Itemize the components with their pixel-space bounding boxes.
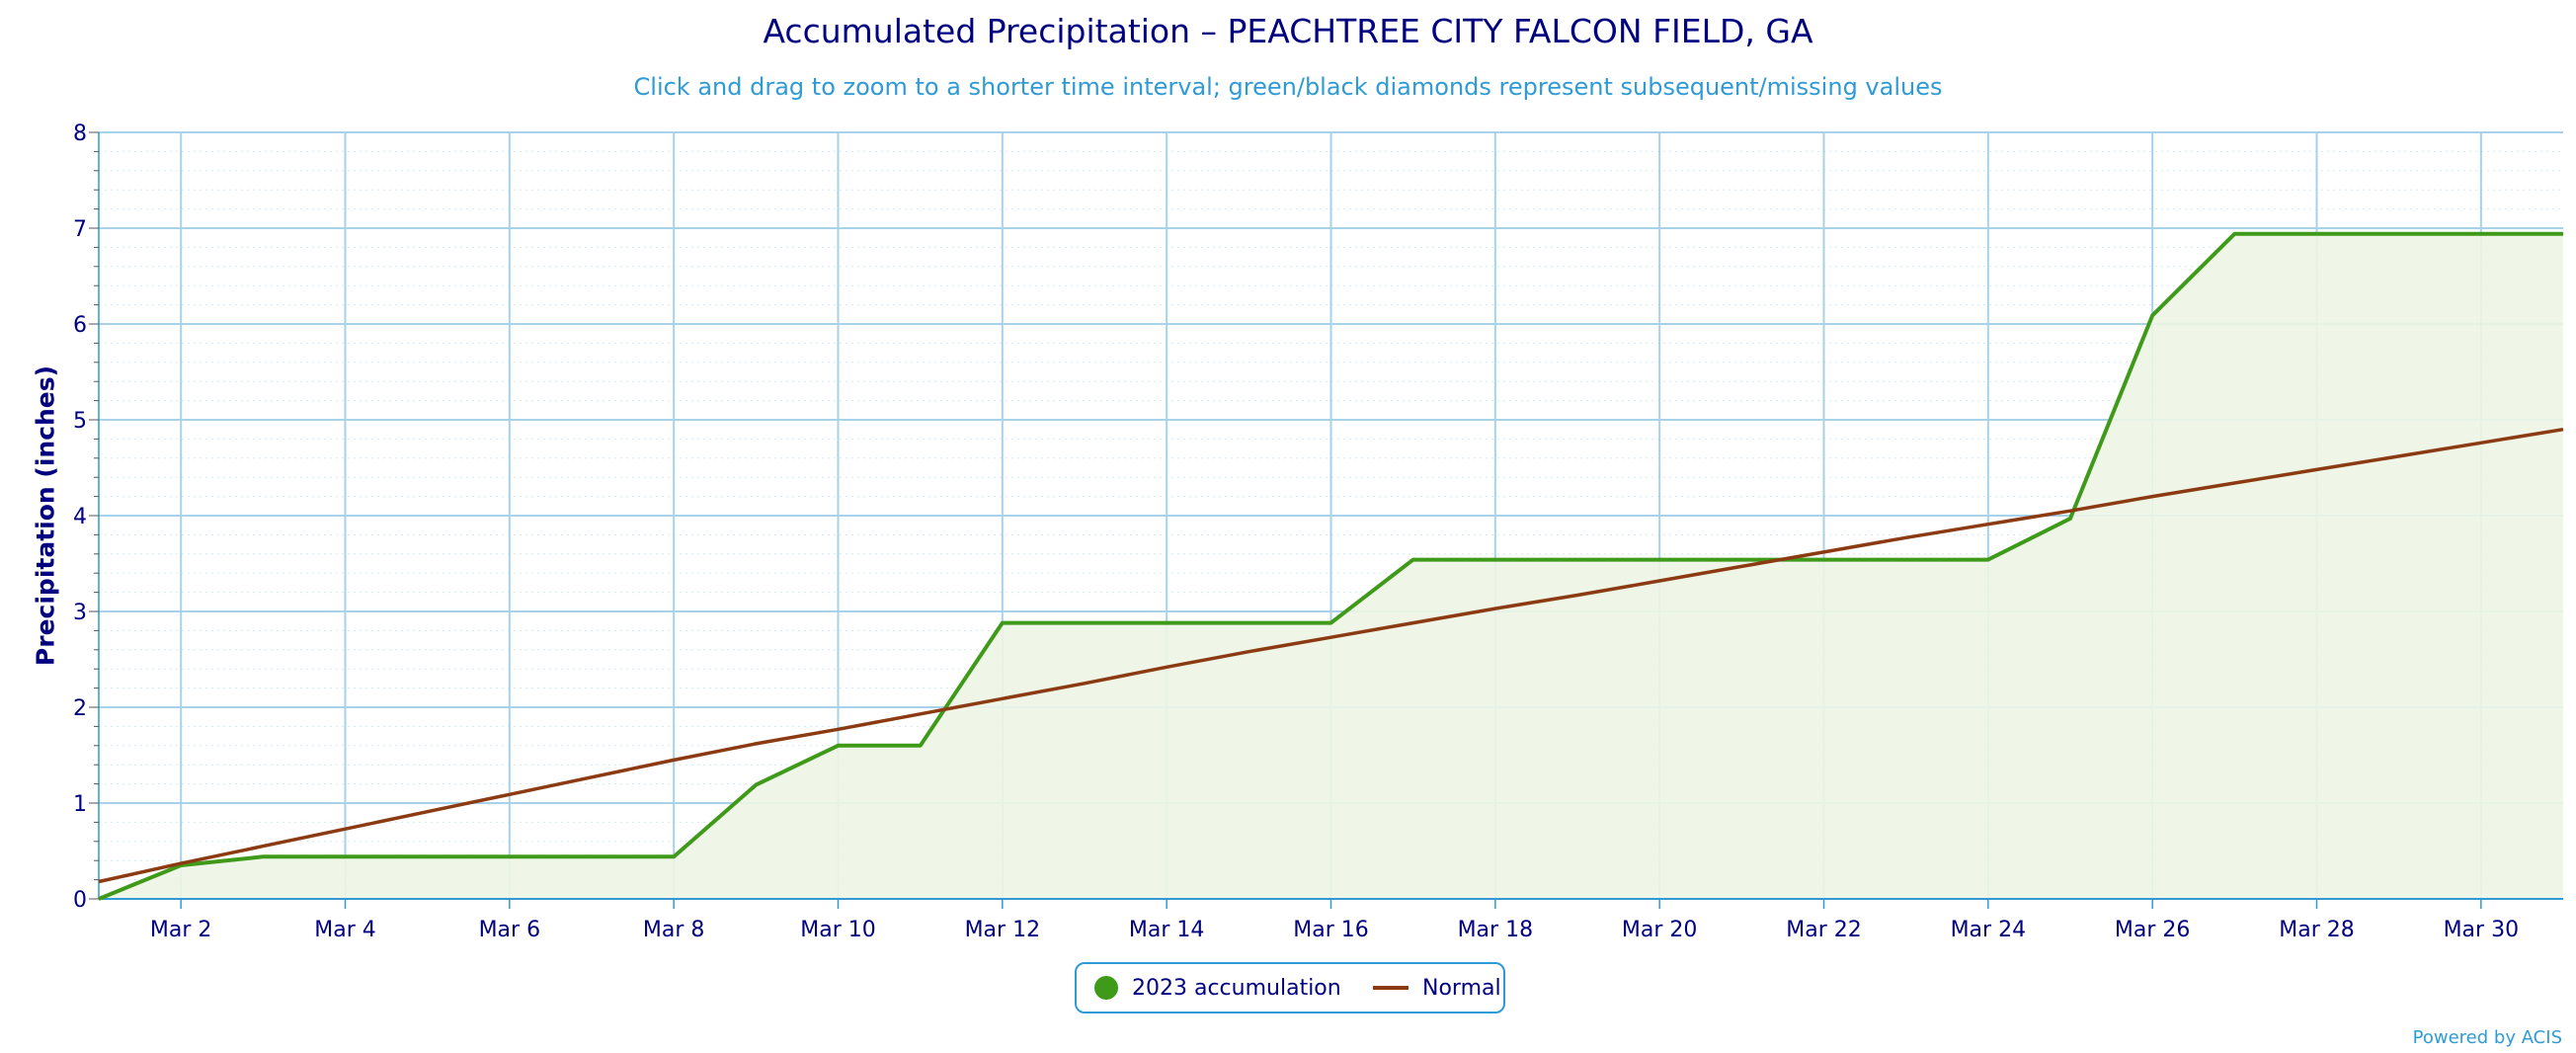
normal-point <box>1410 620 1416 626</box>
x-tick-label: Mar 10 <box>800 918 876 942</box>
y-tick-label: 7 <box>73 217 87 242</box>
accumulation-point <box>753 782 759 788</box>
accumulation-point <box>1410 557 1416 563</box>
normal-point <box>589 774 595 780</box>
legend-normal-marker <box>1373 986 1409 990</box>
normal-point <box>1574 593 1580 599</box>
legend-accumulation-label: 2023 accumulation <box>1132 975 1341 1001</box>
x-tick-label: Mar 4 <box>314 918 376 942</box>
normal-point <box>2067 508 2073 514</box>
accumulation-point <box>1656 557 1662 563</box>
normal-point <box>1246 649 1251 655</box>
normal-point <box>1328 634 1334 640</box>
y-tick-label: 6 <box>73 313 87 338</box>
normal-point <box>1492 606 1498 611</box>
normal-point <box>343 826 349 832</box>
accumulation-area <box>99 233 2563 900</box>
y-tick-label: 1 <box>73 792 87 817</box>
accumulation-point <box>2149 312 2155 318</box>
x-tick-label: Mar 18 <box>1458 918 1534 942</box>
x-tick-label: Mar 2 <box>150 918 212 942</box>
x-tick-label: Mar 28 <box>2279 918 2355 942</box>
normal-point <box>507 791 513 797</box>
accumulation-point <box>1246 620 1251 626</box>
accumulation-point <box>1738 557 1744 563</box>
normal-point <box>753 741 759 747</box>
x-tick-label: Mar 6 <box>479 918 541 942</box>
legend-item-accumulation[interactable]: 2023 accumulation <box>1094 964 1341 1012</box>
accumulation-point <box>2314 231 2320 237</box>
normal-point <box>1164 664 1169 670</box>
normal-point <box>1656 578 1662 584</box>
normal-point <box>1903 534 1909 540</box>
y-tick-label: 0 <box>73 888 87 913</box>
accumulation-point <box>2478 231 2484 237</box>
accumulation-point <box>918 743 924 749</box>
credit-link[interactable]: Powered by ACIS <box>2412 1027 2562 1048</box>
normal-point <box>2478 440 2484 446</box>
x-tick-label: Mar 26 <box>2115 918 2191 942</box>
y-tick-label: 2 <box>73 696 87 721</box>
accumulation-point <box>343 853 349 859</box>
normal-point <box>2149 494 2155 500</box>
y-tick-label: 4 <box>73 505 87 529</box>
series-line-2023-accumulation <box>98 231 2563 901</box>
chart-title: Accumulated Precipitation – PEACHTREE CI… <box>763 12 1813 50</box>
accumulation-point <box>1492 557 1498 563</box>
normal-point <box>425 809 431 815</box>
accumulation-point <box>260 853 266 859</box>
normal-point <box>178 860 184 866</box>
accumulation-point <box>2396 231 2402 237</box>
accumulation-point <box>1082 620 1087 626</box>
legend-normal-label: Normal <box>1422 975 1501 1001</box>
x-tick-label: Mar 24 <box>1951 918 2027 942</box>
accumulation-point <box>1164 620 1169 626</box>
accumulation-point <box>671 853 677 859</box>
normal-point <box>1082 681 1087 687</box>
normal-point <box>2231 480 2237 486</box>
normal-point <box>2396 453 2402 459</box>
normal-point <box>1000 695 1006 701</box>
accumulation-point <box>507 853 513 859</box>
chart-subtitle: Click and drag to zoom to a shorter time… <box>633 73 1943 101</box>
normal-point <box>836 726 842 732</box>
accumulation-point <box>836 743 842 749</box>
y-tick-label: 3 <box>73 601 87 625</box>
legend-item-normal[interactable]: Normal <box>1373 964 1501 1012</box>
accumulation-point <box>2560 231 2566 237</box>
normal-point <box>260 844 266 850</box>
normal-point <box>2314 466 2320 472</box>
accumulation-point <box>425 853 431 859</box>
accumulation-point <box>1903 557 1909 563</box>
normal-point <box>1738 563 1744 569</box>
x-tick-label: Mar 16 <box>1293 918 1369 942</box>
accumulation-point <box>1821 557 1827 563</box>
x-tick-label: Mar 14 <box>1129 918 1205 942</box>
x-tick-label: Mar 12 <box>965 918 1041 942</box>
x-tick-label: Mar 20 <box>1622 918 1698 942</box>
accumulation-point <box>1985 557 1991 563</box>
normal-point <box>671 757 677 763</box>
accumulation-point <box>1574 557 1580 563</box>
legend-accumulation-marker <box>1094 976 1118 1000</box>
x-tick-label: Mar 8 <box>643 918 705 942</box>
accumulation-point <box>2067 516 2073 522</box>
normal-point <box>1985 522 1991 527</box>
y-tick-label: 8 <box>73 122 87 146</box>
series-line-normal <box>98 427 2564 884</box>
x-tick-label: Mar 22 <box>1786 918 1862 942</box>
accumulation-point <box>1000 620 1006 626</box>
y-tick-label: 5 <box>73 409 87 434</box>
accumulation-point <box>589 853 595 859</box>
normal-point <box>918 711 924 717</box>
normal-point <box>1821 549 1827 555</box>
accumulation-point <box>1328 620 1334 626</box>
accumulation-point <box>2231 231 2237 237</box>
normal-point <box>2560 427 2566 433</box>
legend: 2023 accumulation Normal <box>1075 962 1505 1013</box>
x-tick-label: Mar 30 <box>2444 918 2520 942</box>
